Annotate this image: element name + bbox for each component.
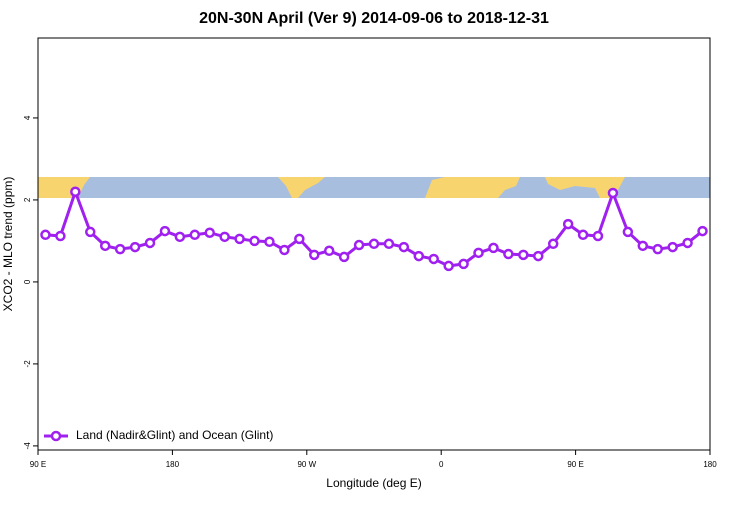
data-point <box>338 251 350 263</box>
y-tick-label: 2 <box>23 197 32 202</box>
data-point <box>114 243 126 255</box>
data-point <box>85 226 96 238</box>
x-axis-label: Longitude (deg E) <box>326 476 421 490</box>
data-point <box>398 241 410 253</box>
data-point <box>667 241 678 253</box>
data-point <box>294 233 305 245</box>
data-point <box>99 240 111 252</box>
x-tick-label: 90 E <box>30 460 46 469</box>
data-point <box>503 248 514 260</box>
data-point <box>323 245 335 257</box>
map-strip <box>38 177 710 198</box>
data-point <box>428 253 439 265</box>
data-point <box>637 240 649 252</box>
data-point <box>55 230 66 242</box>
y-tick-label: -2 <box>23 360 32 368</box>
data-point <box>622 226 634 238</box>
data-point <box>249 235 260 247</box>
plot-frame <box>37 37 711 451</box>
chart-title: 20N-30N April (Ver 9) 2014-09-06 to 2018… <box>199 10 549 27</box>
data-point <box>592 230 604 242</box>
y-tick-label: -4 <box>23 442 32 450</box>
legend-marker <box>50 430 62 442</box>
data-point <box>204 227 215 238</box>
data-point <box>353 239 365 251</box>
data-point <box>413 250 425 262</box>
data-point <box>234 233 245 245</box>
data-point <box>458 258 469 270</box>
data-point <box>473 247 484 259</box>
y-tick-label: 0 <box>23 279 32 284</box>
data-point <box>159 225 171 237</box>
data-point <box>682 237 693 249</box>
x-tick-label: 0 <box>439 460 444 469</box>
data-point <box>40 229 51 241</box>
y-axis-label: XCO2 - MLO trend (ppm) <box>1 177 15 312</box>
data-point <box>488 242 499 254</box>
series-line <box>45 187 704 268</box>
data-point <box>129 241 141 253</box>
data-point <box>652 243 663 255</box>
x-tick-label: 90 E <box>567 460 583 469</box>
data-point <box>577 229 589 241</box>
data-point <box>697 225 708 237</box>
data-point <box>383 238 395 250</box>
data-point <box>264 236 275 247</box>
data-point <box>70 186 81 197</box>
data-point <box>174 231 186 243</box>
data-point <box>518 249 529 261</box>
data-point <box>547 238 559 250</box>
data-point <box>533 250 544 262</box>
x-tick-label: 90 W <box>297 460 316 469</box>
data-point <box>562 218 574 230</box>
data-point <box>279 244 290 256</box>
data-point <box>368 238 380 250</box>
x-tick-label: 180 <box>703 460 717 469</box>
data-point <box>443 260 454 272</box>
data-point <box>144 237 156 249</box>
data-point <box>607 187 619 199</box>
data-point <box>189 229 201 241</box>
y-tick-label: 4 <box>23 115 32 120</box>
legend-label: Land (Nadir&Glint) and Ocean (Glint) <box>76 428 273 442</box>
x-tick-label: 180 <box>166 460 180 469</box>
data-point <box>309 249 320 261</box>
data-point <box>219 231 230 243</box>
